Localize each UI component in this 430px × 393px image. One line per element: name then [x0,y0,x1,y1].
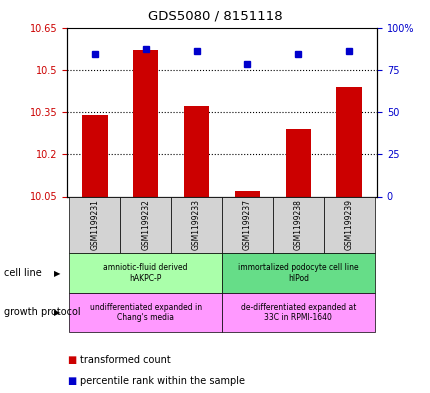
Text: GSM1199231: GSM1199231 [90,200,99,250]
Bar [120,196,171,253]
Text: de-differentiated expanded at
33C in RPMI-1640: de-differentiated expanded at 33C in RPM… [240,303,355,322]
Text: percentile rank within the sample: percentile rank within the sample [80,376,244,386]
Text: undifferentiated expanded in
Chang's media: undifferentiated expanded in Chang's med… [89,303,201,322]
Text: immortalized podocyte cell line
hIPod: immortalized podocyte cell line hIPod [237,263,358,283]
Text: GSM1199233: GSM1199233 [192,200,200,250]
Text: ■: ■ [67,354,76,365]
Bar [221,196,272,253]
Text: growth protocol: growth protocol [4,307,81,318]
Bar [272,196,323,253]
Bar [132,50,158,196]
Text: ■: ■ [67,376,76,386]
Text: ▶: ▶ [54,308,61,317]
Bar [69,196,120,253]
Bar [336,87,361,196]
Bar [69,293,221,332]
Text: GSM1199238: GSM1199238 [293,200,302,250]
Text: transformed count: transformed count [80,354,170,365]
Text: GSM1199232: GSM1199232 [141,200,150,250]
Bar [323,196,374,253]
Bar [221,293,374,332]
Text: cell line: cell line [4,268,42,278]
Bar [234,191,260,196]
Bar [285,129,310,196]
Bar [183,107,209,196]
Text: GSM1199239: GSM1199239 [344,200,353,250]
Bar [69,253,221,293]
Text: ▶: ▶ [54,269,61,277]
Bar [171,196,221,253]
Text: GSM1199237: GSM1199237 [243,200,251,250]
Bar [82,115,107,196]
Text: GDS5080 / 8151118: GDS5080 / 8151118 [148,10,282,23]
Bar [221,253,374,293]
Text: amniotic-fluid derived
hAKPC-P: amniotic-fluid derived hAKPC-P [103,263,187,283]
